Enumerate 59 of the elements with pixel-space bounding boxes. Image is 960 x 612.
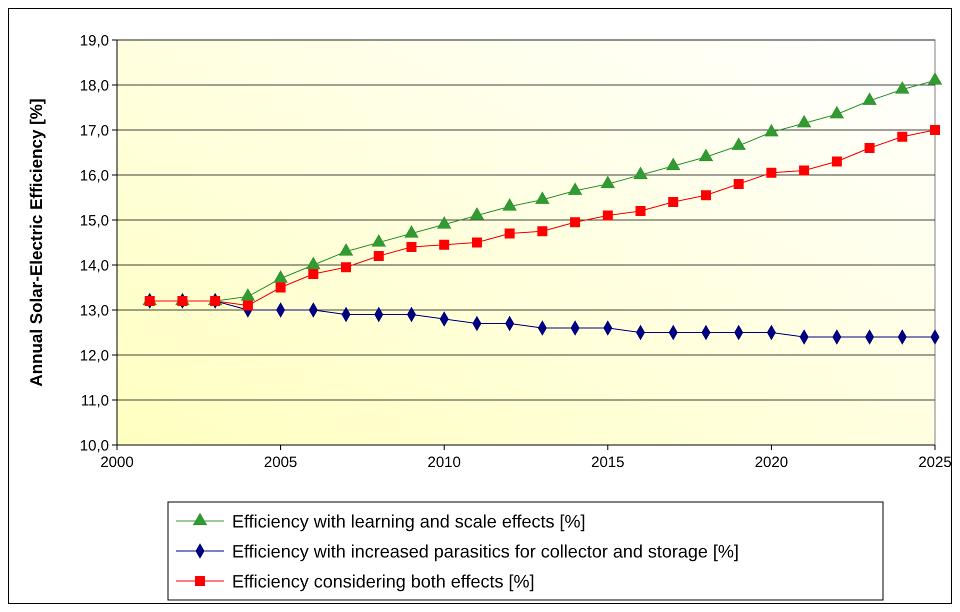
- point: [799, 166, 810, 176]
- legend-label: Efficiency with learning and scale effects [%]: [232, 511, 586, 532]
- y-tick-label: 18,0: [80, 77, 109, 94]
- point: [698, 148, 714, 162]
- point: [404, 225, 419, 238]
- x-tick-label: 2000: [100, 454, 134, 471]
- point: [470, 207, 484, 220]
- legend-label: Efficiency considering both effects [%]: [232, 571, 535, 592]
- x-tick-label: 2020: [754, 454, 788, 471]
- point: [472, 238, 482, 248]
- point: [242, 300, 253, 310]
- point: [668, 197, 678, 207]
- y-tick-label: 16,0: [80, 167, 109, 184]
- point: [502, 198, 517, 211]
- x-tick-label: 2005: [264, 454, 298, 471]
- point: [600, 176, 616, 188]
- point: [436, 216, 452, 229]
- point: [341, 262, 352, 272]
- point: [700, 190, 711, 200]
- point: [568, 182, 582, 195]
- point: [766, 168, 776, 178]
- y-tick-label: 15,0: [80, 212, 109, 230]
- legend-label: Efficiency with increased parasitics for collector and storage [%]: [232, 541, 739, 562]
- y-tick-label: 10,0: [80, 437, 109, 454]
- x-tick-label: 2015: [591, 454, 624, 471]
- point: [535, 191, 550, 204]
- point: [830, 106, 844, 118]
- point: [862, 92, 877, 105]
- point: [731, 137, 746, 150]
- point: [636, 206, 646, 216]
- y-tick-label: 11,0: [80, 392, 109, 410]
- point: [928, 72, 942, 85]
- point: [764, 124, 779, 136]
- point: [308, 269, 318, 279]
- point: [796, 114, 812, 128]
- x-tick-label: 2025: [918, 454, 952, 471]
- point: [734, 179, 744, 189]
- y-axis-title: Annual Solar-Electric Efficiency [%]: [27, 98, 46, 387]
- point: [374, 251, 384, 261]
- point: [406, 242, 416, 252]
- point: [633, 166, 648, 180]
- point: [338, 243, 354, 256]
- point: [570, 217, 580, 228]
- point: [276, 282, 286, 292]
- point: [372, 234, 386, 247]
- point: [895, 81, 910, 94]
- x-tick-label: 2010: [428, 454, 461, 471]
- point: [832, 156, 842, 166]
- point: [537, 226, 548, 236]
- y-tick-label: 12,0: [80, 347, 109, 364]
- y-tick-label: 19,0: [80, 32, 109, 50]
- point: [602, 210, 613, 220]
- y-tick-label: 14,0: [80, 257, 109, 274]
- y-tick-label: 17,0: [80, 122, 109, 140]
- point: [864, 143, 875, 153]
- y-tick-label: 13,0: [80, 302, 109, 320]
- point: [666, 158, 680, 170]
- point: [504, 228, 515, 238]
- point: [439, 240, 450, 250]
